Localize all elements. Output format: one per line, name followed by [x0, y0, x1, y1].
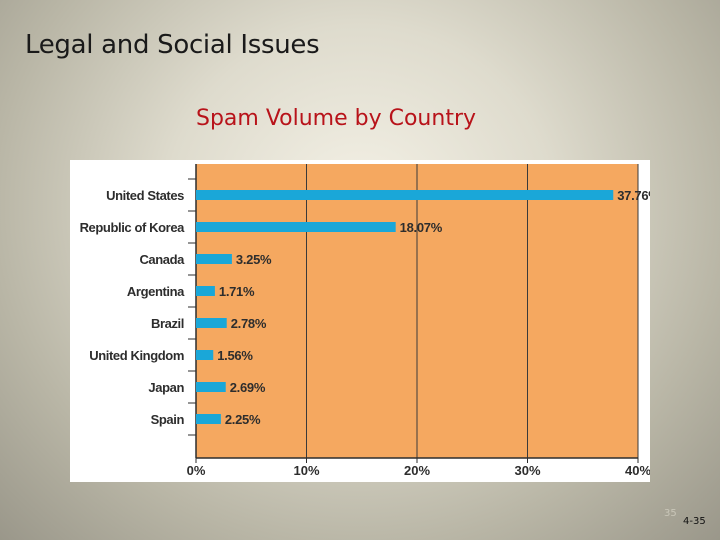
- slide-title: Legal and Social Issues: [25, 30, 320, 60]
- x-tick-label: 10%: [293, 463, 319, 478]
- category-label-republic-of-korea: Republic of Korea: [80, 220, 186, 235]
- x-tick-label: 40%: [625, 463, 650, 478]
- bar-chart: United States 37.76% Republic of Korea 18.0…: [80, 164, 650, 478]
- value-label-canada: 3.25%: [236, 252, 272, 267]
- category-label-united-kingdom: United Kingdom: [89, 348, 184, 363]
- category-label-spain: Spain: [151, 412, 185, 427]
- bar-japan: [196, 382, 226, 392]
- value-label-united-states: 37.76%: [617, 188, 650, 203]
- category-label-argentina: Argentina: [127, 284, 185, 299]
- bar-united-states: [196, 190, 614, 200]
- x-tick-label: 30%: [514, 463, 540, 478]
- category-label-canada: Canada: [139, 252, 185, 267]
- bar-argentina: [196, 286, 215, 296]
- value-label-japan: 2.69%: [230, 380, 266, 395]
- x-tick-label: 0%: [187, 463, 206, 478]
- slide-number: 4-35: [683, 516, 706, 527]
- x-tick-label: 20%: [404, 463, 430, 478]
- value-label-argentina: 1.71%: [219, 284, 255, 299]
- bar-canada: [196, 254, 232, 264]
- bar-spain: [196, 414, 221, 424]
- bar-brazil: [196, 318, 227, 328]
- chart-panel: United States 37.76% Republic of Korea 18.0…: [70, 160, 650, 482]
- category-label-brazil: Brazil: [151, 316, 184, 331]
- category-label-united-states: United States: [106, 188, 184, 203]
- chart-title: Spam Volume by Country: [195, 106, 477, 131]
- category-label-japan: Japan: [148, 380, 184, 395]
- value-label-brazil: 2.78%: [231, 316, 267, 331]
- value-label-united-kingdom: 1.56%: [217, 348, 253, 363]
- bar-united-kingdom: [196, 350, 214, 360]
- value-label-republic-of-korea: 18.07%: [400, 220, 443, 235]
- bar-republic-of-korea: [196, 222, 396, 232]
- value-label-spain: 2.25%: [225, 412, 261, 427]
- slide-number-faint: 35: [664, 508, 677, 519]
